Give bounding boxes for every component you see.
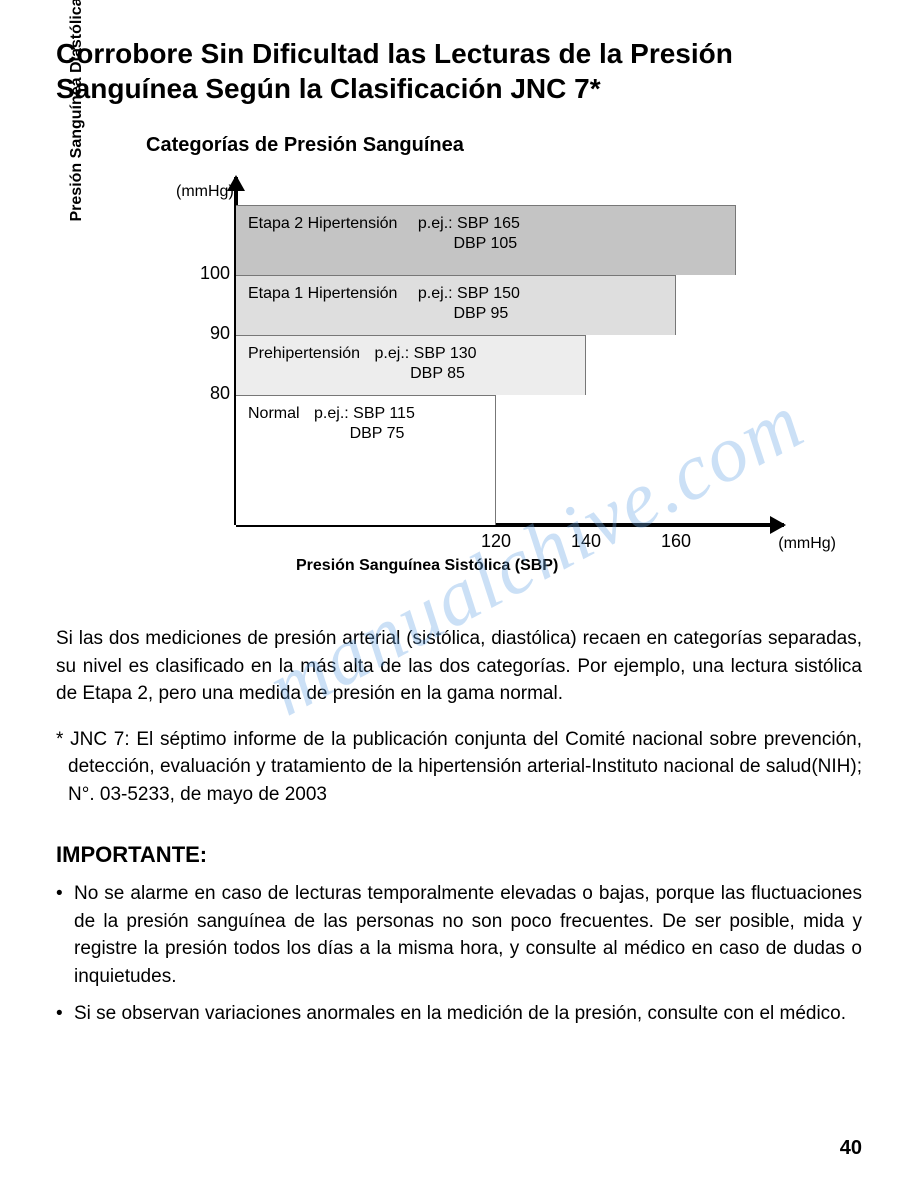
important-list: No se alarme en caso de lecturas tempora… — [56, 880, 862, 1028]
list-item: No se alarme en caso de lecturas tempora… — [56, 880, 862, 990]
region-normal: Normal p.ej.: SBP 115 DBP 75 — [236, 395, 496, 525]
region-example: p.ej.: SBP 150 DBP 95 — [418, 284, 520, 324]
y-axis-unit: (mmHg) — [176, 183, 234, 201]
region-label: Normal — [248, 404, 300, 424]
region-stage2: Etapa 2 Hipertensión p.ej.: SBP 165 DBP … — [236, 205, 736, 275]
region-label: Etapa 1 Hipertensión — [248, 284, 397, 304]
x-axis-unit: (mmHg) — [778, 535, 836, 553]
region-label: Prehipertensión — [248, 344, 360, 364]
region-example: p.ej.: SBP 115 DBP 75 — [314, 404, 415, 444]
chart-title: Categorías de Presión Sanguínea — [146, 134, 862, 157]
x-tick: 160 — [656, 531, 696, 552]
plot-area: Etapa 2 Hipertensión p.ej.: SBP 165 DBP … — [236, 205, 756, 525]
important-heading: IMPORTANTE: — [56, 842, 862, 868]
page-number: 40 — [840, 1137, 862, 1160]
bp-category-chart: Presión Sanguínea Diastólica (DBP) (mmHg… — [96, 165, 816, 585]
x-axis-label: Presión Sanguínea Sistólica (SBP) — [296, 557, 558, 575]
y-tick: 100 — [198, 263, 230, 284]
x-tick: 140 — [566, 531, 606, 552]
region-example: p.ej.: SBP 165 DBP 105 — [418, 214, 520, 254]
region-example: p.ej.: SBP 130 DBP 85 — [375, 344, 477, 384]
y-axis-label: Presión Sanguínea Diastólica (DBP) — [68, 0, 86, 235]
explanatory-paragraph: Si las dos mediciones de presión arteria… — [56, 625, 862, 708]
list-item: Si se observan variaciones anormales en … — [56, 1000, 862, 1028]
y-tick: 80 — [198, 383, 230, 404]
region-prehyp: Prehipertensión p.ej.: SBP 130 DBP 85 — [236, 335, 586, 395]
page-title: Corrobore Sin Dificultad las Lecturas de… — [56, 36, 862, 106]
region-label: Etapa 2 Hipertensión — [248, 214, 397, 234]
region-stage1: Etapa 1 Hipertensión p.ej.: SBP 150 DBP … — [236, 275, 676, 335]
x-tick: 120 — [476, 531, 516, 552]
jnc7-footnote: * JNC 7: El séptimo informe de la public… — [56, 726, 862, 809]
y-tick: 90 — [198, 323, 230, 344]
